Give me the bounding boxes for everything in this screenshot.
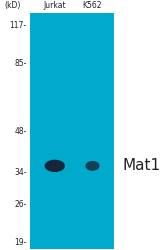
Text: 48-: 48- — [14, 127, 27, 136]
Text: 34-: 34- — [14, 168, 27, 177]
Text: 117-: 117- — [9, 21, 27, 30]
Bar — [30, 13, 114, 248]
Text: 26-: 26- — [14, 200, 27, 209]
Text: Jurkat: Jurkat — [44, 1, 66, 10]
Text: 85-: 85- — [14, 59, 27, 68]
Text: K562: K562 — [83, 1, 102, 10]
Text: Mat1: Mat1 — [122, 158, 160, 174]
Text: (kD): (kD) — [5, 1, 21, 10]
Text: 19-: 19- — [14, 238, 27, 247]
Ellipse shape — [85, 161, 100, 171]
Ellipse shape — [45, 160, 65, 172]
